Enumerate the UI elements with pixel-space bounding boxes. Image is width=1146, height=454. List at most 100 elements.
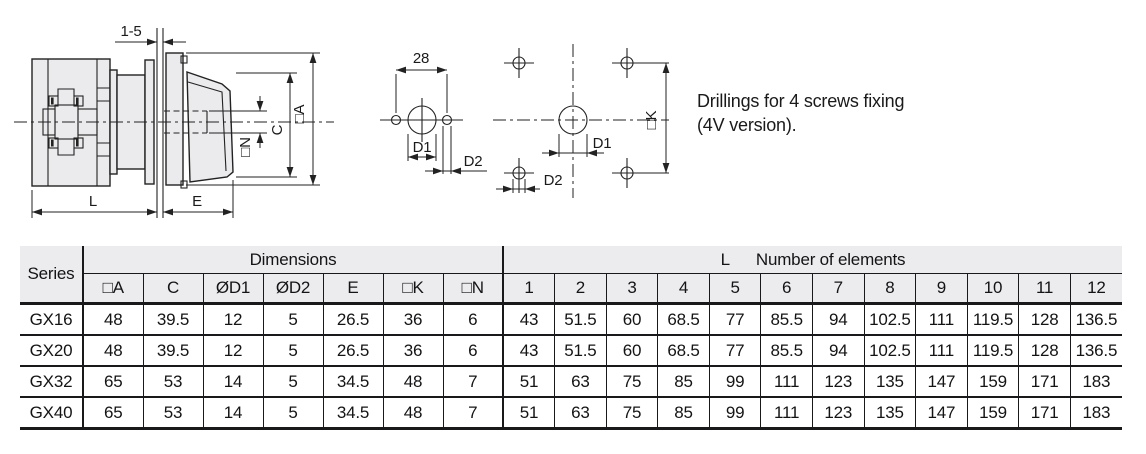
dimension-value-cell: 12	[202, 335, 263, 367]
fix-hole-left	[390, 114, 402, 126]
dim-label-spacing: 28	[413, 50, 429, 67]
dimension-value-cell: 5	[262, 335, 323, 367]
dimension-value-cell: 48	[382, 366, 443, 398]
dimension-value-cell: 53	[142, 366, 203, 398]
length-value-cell: 128	[1018, 335, 1071, 367]
dimension-value-cell: 48	[82, 335, 143, 367]
element-column-header: 10	[966, 273, 1019, 305]
four-hole-drilling-drawing: □K D1 D2	[493, 44, 670, 198]
length-value-cell: 147	[915, 366, 968, 398]
dimension-value-cell: 14	[202, 366, 263, 398]
dimension-value-cell: 48	[82, 303, 143, 336]
table-row: GX16 48 39.5 12 5 26.5 36 6 43 51.5 60 68.5 77 85.5 94…	[20, 303, 1122, 336]
length-value-cell: 128	[1018, 303, 1071, 336]
element-column-header: 7	[811, 273, 865, 305]
element-column-header: 11	[1018, 273, 1071, 305]
length-value-cell: 75	[605, 397, 658, 430]
length-value-cell: 102.5	[863, 335, 916, 367]
length-value-cell: 136.5	[1069, 335, 1122, 367]
two-hole-drilling-drawing: 28 D1 D2	[380, 50, 487, 175]
length-value-cell: 159	[966, 397, 1019, 430]
length-value-cell: 147	[915, 397, 968, 430]
length-value-cell: 43	[502, 303, 555, 336]
note-line-1: Drillings for 4 screws fixing	[697, 91, 904, 111]
length-value-cell: 43	[502, 335, 555, 367]
length-value-cell: 183	[1069, 397, 1122, 430]
drilling-note: Drillings for 4 screws fixing (4V versio…	[697, 91, 904, 135]
dimension-value-cell: 12	[202, 303, 263, 336]
dimension-value-cell: 14	[202, 397, 263, 430]
dim-label-l: L	[89, 193, 97, 210]
fix-hole-right	[441, 114, 453, 126]
length-value-cell: 111	[915, 303, 968, 336]
dimension-value-cell: 5	[262, 303, 323, 336]
dimension-value-cell: 53	[142, 397, 203, 430]
dimension-value-cell: 34.5	[322, 366, 383, 398]
dimension-value-cell: 34.5	[322, 397, 383, 430]
element-column-header: 9	[915, 273, 968, 305]
length-value-cell: 68.5	[657, 303, 710, 336]
side-view-drawing: 1-5 L E □N C □A	[14, 23, 334, 218]
dim-column-header: □A	[82, 273, 143, 305]
length-value-cell: 111	[760, 366, 813, 398]
series-cell: GX16	[20, 303, 84, 336]
dim-column-header: ØD1	[202, 273, 263, 305]
table-row: GX20 48 39.5 12 5 26.5 36 6 43 51.5 60 68.5 77 85.5 94…	[20, 335, 1122, 367]
length-value-cell: 99	[708, 397, 761, 430]
dim-label-a: □A	[291, 104, 308, 123]
dimension-value-cell: 36	[382, 335, 443, 367]
length-value-cell: 136.5	[1069, 303, 1122, 336]
length-value-cell: 85.5	[760, 335, 813, 367]
length-value-cell: 75	[605, 366, 658, 398]
dim-column-header: □K	[382, 273, 443, 305]
length-value-cell: 183	[1069, 366, 1122, 398]
knob-handle	[186, 71, 234, 183]
dimension-value-cell: 5	[262, 397, 323, 430]
length-value-cell: 60	[605, 303, 658, 336]
dimensions-group-header: Dimensions	[82, 246, 503, 274]
table-row: GX32 65 53 14 5 34.5 48 7 51 63 75 85 99 111 123 135 147…	[20, 366, 1122, 398]
length-value-cell: 99	[708, 366, 761, 398]
length-value-cell: 171	[1018, 366, 1071, 398]
dimension-value-cell: 39.5	[142, 335, 203, 367]
length-value-cell: 123	[811, 366, 865, 398]
length-value-cell: 51	[502, 366, 555, 398]
length-value-cell: 60	[605, 335, 658, 367]
length-value-cell: 123	[811, 397, 865, 430]
length-value-cell: 51.5	[554, 303, 607, 336]
length-value-cell: 51.5	[554, 335, 607, 367]
dim-label-clamp: 1-5	[120, 23, 141, 40]
element-column-header: 5	[708, 273, 761, 305]
length-value-cell: 85	[657, 366, 710, 398]
length-value-cell: 63	[554, 366, 607, 398]
series-cell: GX40	[20, 397, 84, 430]
dim-label-d2: D2	[464, 153, 483, 170]
dim-column-header: ØD2	[262, 273, 323, 305]
length-value-cell: 94	[811, 335, 865, 367]
dimensions-table: Series Dimensions L Number of elements □A…	[20, 246, 1122, 430]
element-column-header: 8	[863, 273, 916, 305]
dim-column-header: □N	[442, 273, 503, 305]
dim-column-header: C	[142, 273, 203, 305]
element-column-header: 6	[760, 273, 813, 305]
dim-label-e: E	[192, 193, 202, 210]
length-value-cell: 135	[863, 397, 916, 430]
dimension-value-cell: 26.5	[322, 303, 383, 336]
length-value-cell: 111	[760, 397, 813, 430]
dimension-value-cell: 26.5	[322, 335, 383, 367]
length-value-cell: 119.5	[966, 303, 1019, 336]
dimension-value-cell: 6	[442, 335, 503, 367]
element-column-header: 4	[657, 273, 710, 305]
elements-header-l: L	[720, 249, 730, 269]
element-column-header: 12	[1069, 273, 1122, 305]
element-column-header: 1	[502, 273, 555, 305]
length-value-cell: 85.5	[760, 303, 813, 336]
panel-lines	[156, 28, 164, 218]
element-column-header: 3	[605, 273, 658, 305]
length-value-cell: 77	[708, 303, 761, 336]
dim-column-header: E	[322, 273, 383, 305]
dimension-value-cell: 65	[82, 366, 143, 398]
series-column-header: Series	[20, 246, 84, 305]
length-value-cell: 119.5	[966, 335, 1019, 367]
